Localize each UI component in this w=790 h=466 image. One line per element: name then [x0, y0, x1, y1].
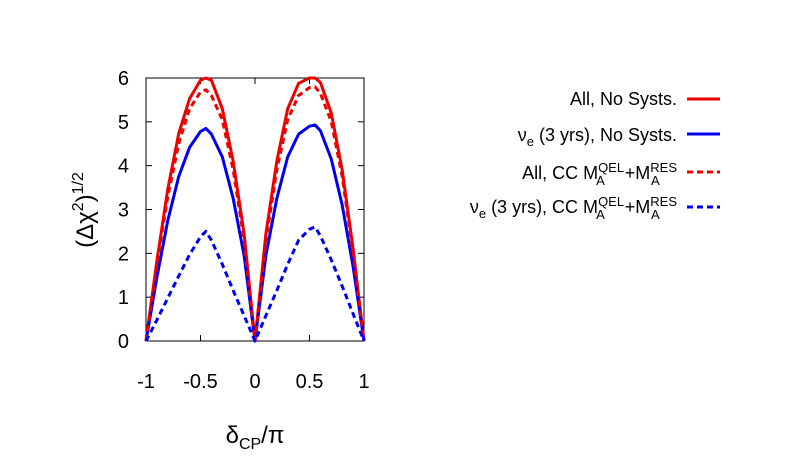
x-tick-label: 1	[358, 371, 369, 393]
legend: All, No Systs. νe (3 yrs), No Systs. All…	[470, 89, 720, 222]
y-tick-label: 1	[118, 287, 129, 309]
y-tick-label: 2	[118, 243, 129, 265]
y-tick-label: 5	[118, 112, 129, 134]
series-line-1	[144, 123, 366, 343]
x-tick-label: 0	[249, 371, 260, 393]
x-tick-label: 0.5	[296, 371, 324, 393]
series-line-2	[144, 85, 366, 343]
x-tick-label: -0.5	[183, 371, 217, 393]
series-lines	[144, 76, 366, 343]
y-tick-label: 0	[118, 331, 129, 353]
y-tick-label: 4	[118, 156, 129, 178]
y-tick-label: 6	[118, 68, 129, 90]
legend-label-2: All, CC MQEL A +MRES A	[522, 160, 677, 188]
y-tick-label: 3	[118, 200, 129, 222]
x-axis-label: δCP/π	[226, 422, 285, 453]
y-axis-label: (Δχ2)1/2	[70, 172, 99, 248]
legend-label-0: All, No Systs.	[570, 89, 677, 109]
x-axis-ticks: -1 -0.5 0 0.5 1	[137, 78, 370, 393]
legend-label-3: νe (3 yrs), CC MQEL A +MRES A	[470, 194, 677, 222]
y-axis-ticks: 0 1 2 3 4 5 6	[118, 68, 364, 353]
legend-label-1: νe (3 yrs), No Systs.	[518, 125, 677, 149]
series-line-0	[144, 76, 366, 343]
x-tick-label: -1	[137, 371, 155, 393]
series-line-3	[144, 225, 366, 343]
